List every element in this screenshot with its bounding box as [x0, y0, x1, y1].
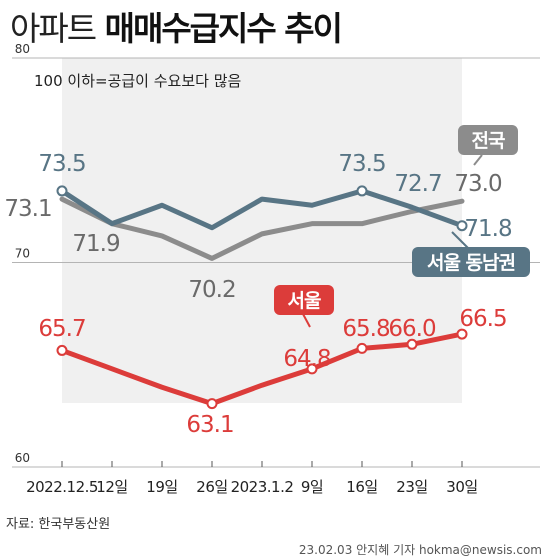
grid-lines: 60 70 80	[12, 42, 540, 468]
y-tick-label: 70	[15, 247, 30, 261]
x-tick-label: 2022.12.5	[26, 478, 98, 496]
data-label: 64.8	[283, 346, 331, 372]
credit-text: 23.02.03 안지혜 기자 hokma@newsis.com	[298, 543, 542, 557]
data-point	[456, 328, 468, 340]
data-point	[306, 363, 318, 375]
y-tick-label: 80	[15, 42, 30, 56]
data-label: 73.5	[38, 151, 85, 177]
data-label: 66.5	[459, 306, 506, 332]
series-line-1	[59, 188, 465, 231]
plot-background	[62, 58, 462, 403]
data-point	[456, 220, 468, 232]
series-lines	[56, 185, 468, 410]
data-point	[406, 338, 418, 350]
title-light: 아파트	[10, 9, 97, 48]
legend-badge	[412, 247, 530, 277]
legend-label: 서울 동남권	[427, 252, 515, 274]
data-label: 70.2	[188, 277, 235, 303]
x-tick-label: 30일	[446, 478, 477, 496]
x-tick-label: 19일	[146, 478, 177, 496]
series-line-2	[59, 331, 465, 407]
data-label: 73.0	[454, 171, 502, 197]
data-label: 66.0	[388, 316, 436, 342]
data-label: 73.5	[338, 151, 385, 177]
legend-badge	[458, 125, 518, 155]
legend-label: 서울	[288, 290, 321, 312]
data-point	[356, 185, 368, 197]
series-line-0	[59, 196, 465, 261]
legend-leader	[473, 154, 483, 166]
legend-leader	[302, 313, 311, 328]
data-label: 72.7	[394, 171, 441, 197]
chart-note: 100 이하=공급이 수요보다 많음	[34, 72, 241, 90]
data-point	[56, 185, 68, 197]
data-label: 71.8	[464, 216, 512, 242]
x-tick-label: 23일	[396, 478, 427, 496]
legend-label: 전국	[472, 130, 505, 152]
y-tick-label: 60	[15, 451, 30, 465]
data-label: 73.1	[4, 196, 51, 222]
data-point	[206, 398, 218, 410]
legend-leader	[451, 231, 469, 249]
source-text: 자료: 한국부동산원	[6, 517, 111, 532]
data-point	[356, 342, 368, 354]
data-point	[56, 344, 68, 356]
x-tick-label: 9일	[301, 478, 323, 496]
data-labels: 73.5 73.1 71.9 70.2 73.5 72.7 73.0 71.8 65.7 63.1…	[4, 151, 513, 438]
title-bold: 매매수급지수 추이	[104, 9, 343, 48]
legend-badge	[274, 285, 334, 315]
data-label: 71.9	[72, 231, 120, 257]
data-label: 65.8	[342, 316, 390, 342]
data-label: 65.7	[38, 316, 85, 342]
chart-title: 아파트 매매수급지수 추이	[10, 2, 343, 50]
data-label: 63.1	[186, 412, 233, 438]
x-tick-label: 26일	[196, 478, 227, 496]
x-tick-label: 16일	[346, 478, 377, 496]
x-tick-label: 2023.1.2	[231, 478, 294, 496]
x-tick-label: 12일	[96, 478, 127, 496]
